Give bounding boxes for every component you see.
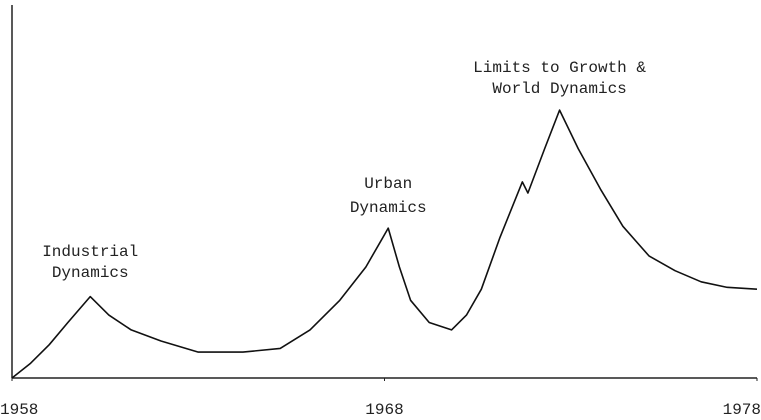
x-tick-label: 1968 [365,401,403,419]
annotation: Limits to Growth & [473,59,646,77]
annotation: World Dynamics [492,80,626,98]
annotation: Industrial [42,243,138,261]
line-series [11,109,758,379]
annotation: Urban [364,175,412,193]
annotation: Dynamics [52,264,129,282]
x-tick-label: 1958 [0,401,38,419]
x-tick-label: 1978 [723,401,761,419]
annotation: Dynamics [350,199,427,217]
